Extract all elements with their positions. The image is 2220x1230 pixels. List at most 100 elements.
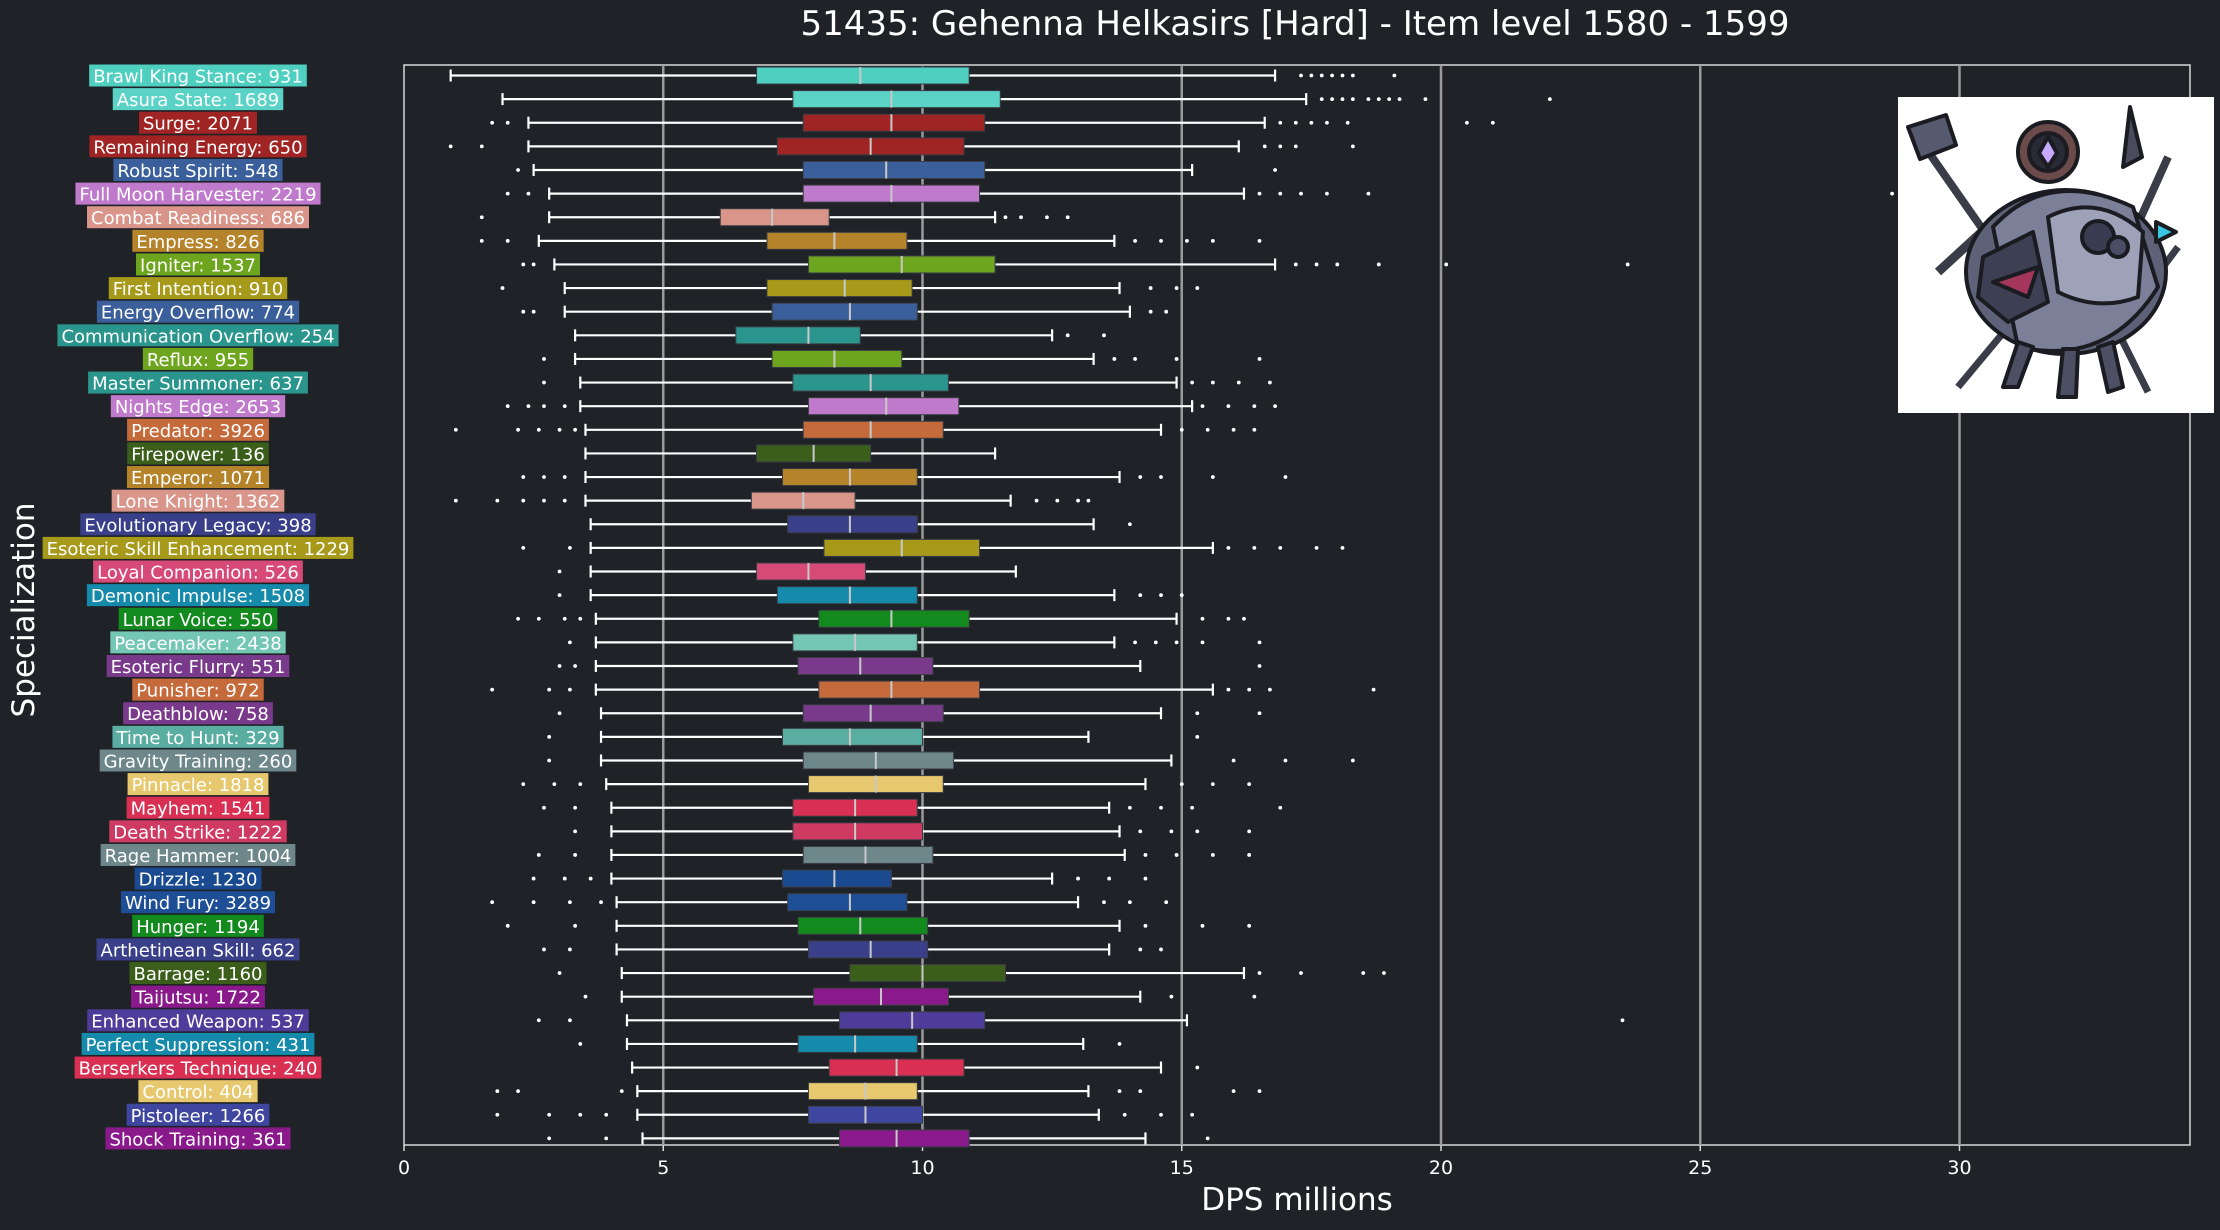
outlier-point [1366,191,1371,196]
box-iqr [766,279,913,298]
outlier-point [1625,262,1630,267]
box-group [453,420,1257,439]
category-label-text: Communication Overflow: 254 [61,326,334,347]
outlier-point [568,640,572,645]
box-iqr [802,160,986,179]
box-group [574,326,1106,345]
outlier-point [1003,215,1008,220]
outlier-point [479,238,484,243]
outlier-point [1034,498,1039,503]
outlier-point [1226,404,1231,409]
box-iqr [735,326,861,345]
category-label-background [142,347,254,370]
category-label-text: Mayhem: 1541 [131,799,266,820]
outlier-point [1138,1089,1143,1094]
category-label-text: Control: 404 [142,1082,253,1103]
outlier-point [1226,616,1231,621]
outlier-point [599,900,603,905]
box-group [521,775,1252,794]
outlier-point [1143,876,1148,881]
outlier-point [1210,380,1215,385]
category-label-background [132,678,264,701]
outlier-point [1392,73,1397,78]
outlier-point [1293,262,1298,267]
outlier-point [1107,876,1112,881]
y-axis-label: Specialization [6,503,42,718]
outlier-point [1045,215,1049,220]
category-label-background [109,820,287,843]
plot-frame [403,64,2191,1146]
category-label-background [105,1127,291,1150]
category-label-text: Hunger: 1194 [136,917,260,938]
box-iqr [719,208,830,227]
box-iqr [787,515,918,534]
outlier-point [1210,238,1215,243]
outlier-point [448,144,453,149]
outlier-point [1138,947,1143,952]
box-group [453,491,1091,510]
outlier-point [1133,357,1137,361]
outlier-point [495,1089,500,1094]
outlier-point [1350,758,1355,763]
outlier-point [453,498,458,503]
box-iqr [766,231,908,250]
category-label: Rage Hammer: 1004 [100,843,296,867]
outlier-point [1205,427,1210,432]
outlier-point [479,144,484,149]
outlier-point [568,947,572,952]
outlier-point [1309,120,1314,125]
box-group [521,302,1169,321]
outlier-point [1247,687,1252,692]
box-iqr [807,940,929,959]
outlier-point [557,971,562,975]
category-label-text: Loyal Companion: 526 [97,563,299,584]
category-label: Pinnacle: 1818 [127,773,269,796]
outlier-point [495,498,500,503]
outlier-point [1128,805,1132,810]
outlier-point [500,286,505,290]
outlier-point [1350,97,1355,102]
outlier-point [1620,1018,1625,1023]
outlier-point [1397,97,1402,102]
box-group [536,845,1252,864]
box-iqr [839,1129,970,1148]
box-group [516,160,1277,179]
category-label: Lunar Voice: 550 [118,607,278,631]
category-label-text: Igniter: 1537 [140,255,256,276]
outlier-point [1112,357,1117,361]
category-label-text: Drizzle: 1230 [139,870,258,891]
box-iqr [807,397,960,416]
category-label-background [42,536,354,559]
category-label-text: Lunar Voice: 550 [123,610,274,631]
outlier-point [1128,900,1132,905]
box-iqr [756,562,866,581]
outlier-point [1190,380,1195,385]
outlier-point [1335,262,1340,267]
outlier-point [1309,73,1314,78]
category-label-background [86,584,310,607]
outlier-point [1226,687,1231,692]
outlier-point [1179,427,1184,432]
category-label: Demonic Impulse: 1508 [86,584,310,607]
category-label: Hunger: 1194 [132,914,264,938]
outlier-point [1179,593,1184,598]
category-label: Esoteric Skill Enhancement: 1229 [42,536,354,560]
category-label-text: Firepower: 136 [131,444,265,465]
outlier-point [536,616,541,621]
category-label-background [112,725,284,748]
category-label: Brawl King Stance: 931 [89,64,307,88]
category-label: Nights Edge: 2653 [110,395,286,418]
category-label-text: Berserkers Technique: 240 [79,1059,318,1080]
outlier-point [1350,144,1355,149]
box-group [568,633,1262,652]
category-label: Loyal Companion: 526 [93,560,303,584]
box-iqr [802,420,944,439]
category-label-text: Arthetinean Skill: 662 [101,940,296,961]
outlier-point [1340,73,1345,78]
category-label-background [93,560,303,583]
outlier-point [562,498,567,503]
category-label: Barrage: 1160 [129,962,267,985]
box-iqr [776,586,918,605]
outlier-point [557,427,562,432]
box-group [542,798,1283,817]
